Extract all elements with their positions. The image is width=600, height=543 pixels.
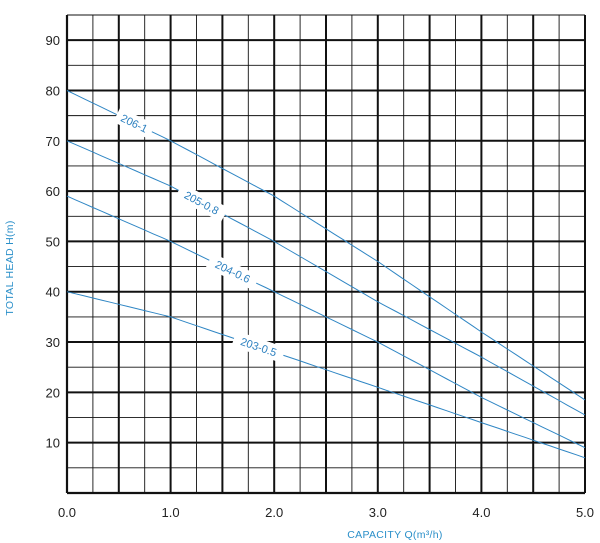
y-tick-label: 90 (46, 33, 60, 48)
curve-line-0 (66, 90, 586, 401)
x-tick-label: 1.0 (162, 505, 180, 520)
y-tick-label: 10 (46, 436, 60, 451)
y-tick-label: 20 (46, 385, 60, 400)
y-axis-title: TOTAL HEAD H(m) (4, 220, 16, 315)
curve-line-1 (66, 140, 586, 416)
curve-label-group: 203-0.5 (231, 330, 286, 363)
y-tick-label: 60 (46, 184, 60, 199)
curve-line-2 (66, 195, 586, 449)
x-tick-label: 5.0 (576, 505, 594, 520)
x-axis-ticks: 0.0 1.0 2.0 3.0 4.0 5.0 (58, 505, 594, 520)
y-tick-label: 70 (46, 134, 60, 149)
x-tick-label: 3.0 (369, 505, 387, 520)
x-axis-title: CAPACITY Q(m³/h) (347, 529, 442, 541)
y-tick-label: 80 (46, 83, 60, 98)
grid (65, 14, 586, 495)
curve-line-3 (66, 291, 586, 459)
y-tick-label: 40 (46, 285, 60, 300)
curve-label-group: 204-0.6 (205, 253, 260, 291)
y-axis-ticks: 10 20 30 40 50 60 70 80 90 (46, 33, 60, 451)
curve-label-background (113, 107, 156, 139)
curve-label-background (205, 253, 260, 291)
performance-curves (66, 90, 586, 459)
x-tick-label: 0.0 (58, 505, 76, 520)
curve-label-background (231, 330, 286, 363)
y-tick-label: 30 (46, 335, 60, 350)
x-tick-label: 2.0 (265, 505, 283, 520)
x-tick-label: 4.0 (472, 505, 490, 520)
y-tick-label: 50 (46, 234, 60, 249)
curve-label-background (174, 183, 229, 223)
